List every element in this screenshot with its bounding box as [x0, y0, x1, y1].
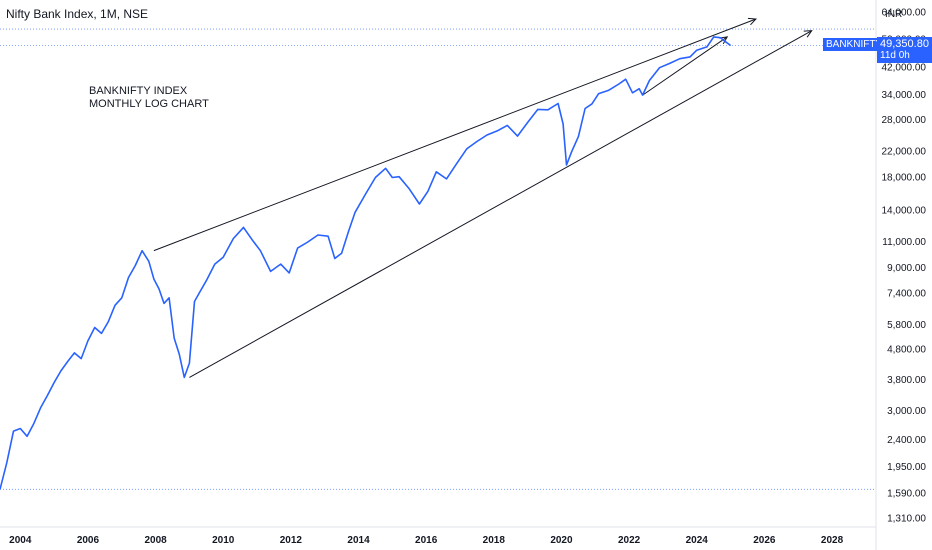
time-tick-label: 2026: [753, 535, 776, 546]
price-tick-label: 22,000.00: [882, 147, 927, 158]
trendline-arrowhead-2: [803, 30, 813, 38]
last-price-badge: 49,350.80 11d 0h: [877, 37, 932, 64]
time-tick-label: 2018: [483, 535, 506, 546]
time-tick-label: 2008: [144, 535, 167, 546]
annotation-line-1: BANKNIFTY INDEX: [89, 85, 188, 97]
price-tick-label: 3,800.00: [887, 375, 926, 386]
price-tick-label: 3,000.00: [887, 406, 926, 417]
time-tick-label: 2028: [821, 535, 844, 546]
time-tick-label: 2004: [9, 535, 32, 546]
price-tick-label: 9,000.00: [887, 263, 926, 274]
time-tick-label: 2012: [280, 535, 303, 546]
trendline-arrowhead-1: [747, 17, 758, 26]
price-tick-label: 28,000.00: [882, 115, 927, 126]
trendline-1[interactable]: [153, 18, 757, 252]
price-tick-label: 4,800.00: [887, 345, 926, 356]
price-tick-label: 1,590.00: [887, 489, 926, 500]
price-tick-label: 7,400.00: [887, 288, 926, 299]
price-tick-label: 18,000.00: [882, 173, 927, 184]
price-axis-labels: 64,000.0052,000.0042,000.0034,000.0028,0…: [882, 8, 927, 525]
price-tick-label: 64,000.00: [882, 8, 927, 19]
time-tick-label: 2014: [347, 535, 370, 546]
trend-lines: [153, 17, 813, 378]
trendline-3[interactable]: [642, 36, 728, 96]
price-tick-label: 14,000.00: [882, 205, 927, 216]
price-series-line: [0, 36, 732, 490]
price-tick-label: 11,000.00: [882, 237, 926, 248]
price-tick-label: 1,310.00: [887, 514, 926, 525]
price-tick-label: 5,800.00: [887, 320, 926, 331]
price-tick-label: 2,400.00: [887, 435, 926, 446]
chart-annotation: BANKNIFTY INDEX MONTHLY LOG CHART: [89, 85, 209, 111]
symbol-title[interactable]: Nifty Bank Index, 1M, NSE: [6, 7, 149, 21]
axes: [0, 0, 877, 550]
time-tick-label: 2010: [212, 535, 235, 546]
reference-lines: [0, 28, 876, 490]
price-tick-label: 42,000.00: [882, 62, 927, 73]
symbol-badge: BANKNIFTY: [823, 38, 886, 52]
time-tick-label: 2022: [618, 535, 641, 546]
time-tick-label: 2020: [550, 535, 573, 546]
price-tick-label: 34,000.00: [882, 90, 927, 101]
last-price-value: 49,350.80: [880, 38, 929, 51]
time-tick-label: 2006: [77, 535, 100, 546]
time-axis-labels: 2004 2006 2008 2010 2012 2014 2016 2018 2020 2022…: [9, 535, 843, 546]
trendline-2[interactable]: [189, 30, 812, 378]
price-tick-label: 1,950.00: [887, 462, 926, 473]
annotation-line-2: MONTHLY LOG CHART: [89, 98, 209, 110]
time-tick-label: 2016: [415, 535, 438, 546]
time-tick-label: 2024: [686, 535, 709, 546]
currency-label: INR: [885, 9, 902, 20]
bar-countdown: 11d 0h: [880, 50, 910, 62]
